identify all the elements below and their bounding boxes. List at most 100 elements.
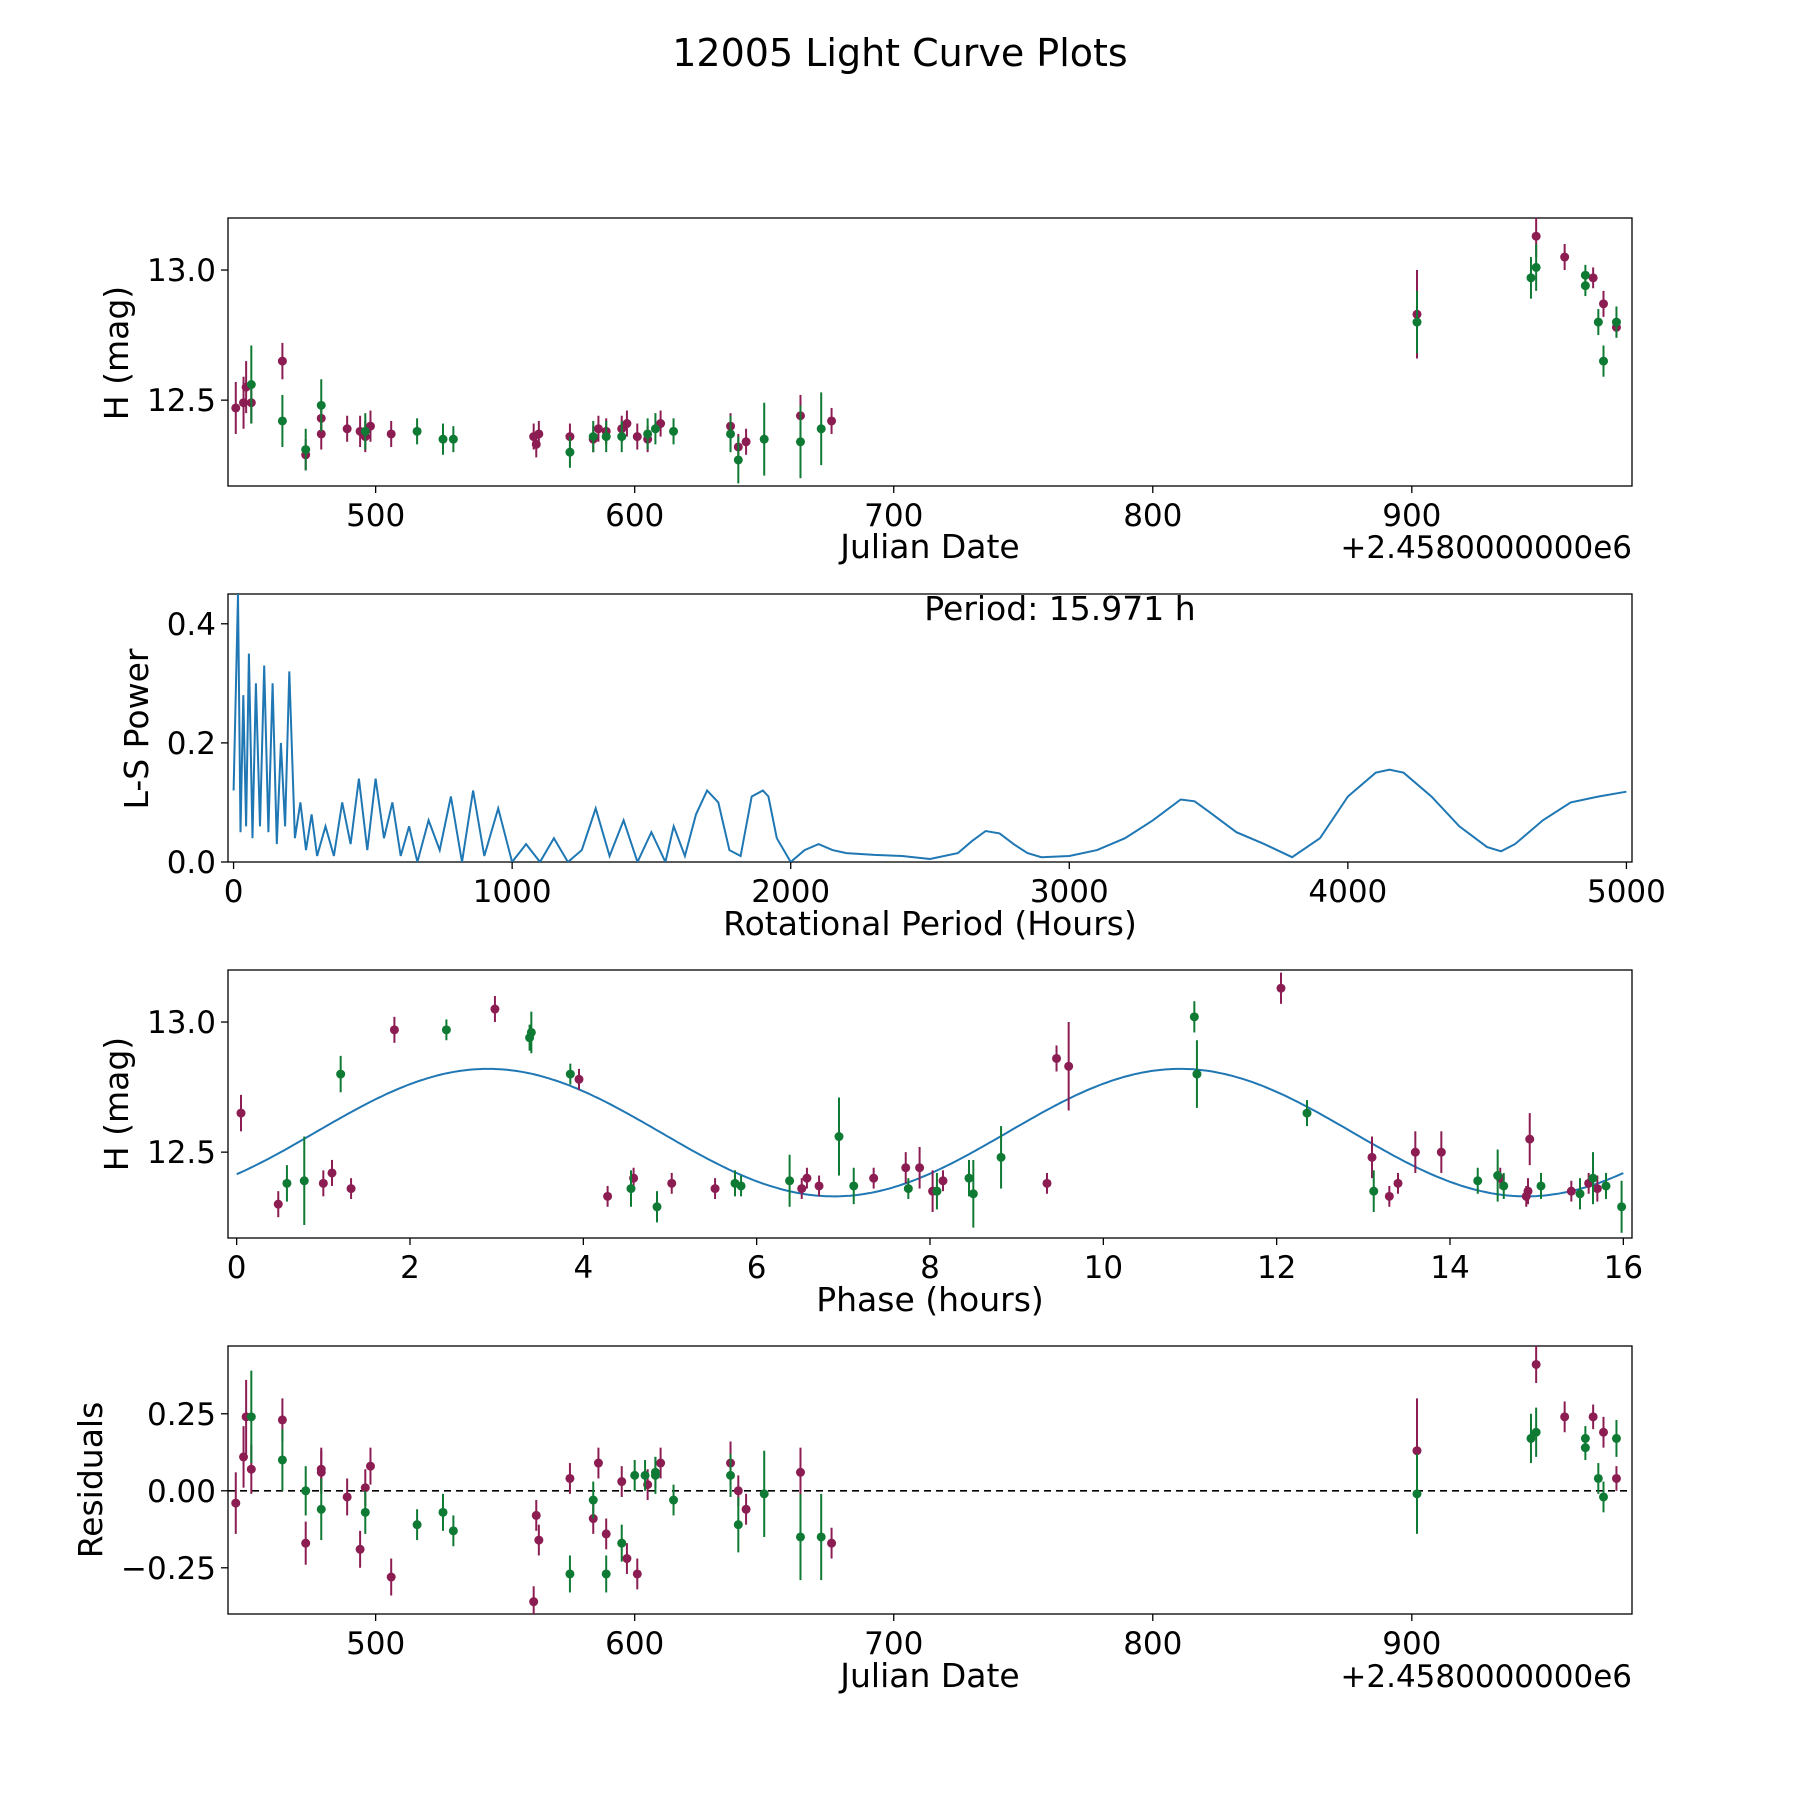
residuals-filter_b-point — [360, 1507, 370, 1517]
residuals-filter_a-point — [1412, 1446, 1422, 1456]
residuals-filter_a-point — [246, 1464, 256, 1474]
residuals-filter_b-point — [650, 1470, 660, 1480]
periodogram-xtick-label: 5000 — [1587, 874, 1666, 910]
lightcurve-data-points — [231, 218, 1621, 484]
residuals-filter_b-point — [588, 1495, 598, 1505]
phased-filter_b-point — [849, 1181, 859, 1191]
residuals-filter_a-point — [386, 1572, 396, 1582]
residuals-filter_a-point — [531, 1510, 541, 1520]
lightcurve-filter_b-point — [1412, 317, 1422, 327]
residuals-filter_a-point — [601, 1529, 611, 1539]
residuals-ytick-label: 0.00 — [147, 1474, 216, 1510]
residuals-filter_b-point — [1531, 1427, 1541, 1437]
lightcurve-filter_a-point — [1588, 273, 1598, 283]
periodogram-xtick-label: 1000 — [473, 874, 552, 910]
lightcurve-xtick-label: 900 — [1382, 498, 1441, 534]
phased-xtick-label: 10 — [1084, 1250, 1123, 1286]
phased-filter_a-point — [1566, 1186, 1576, 1196]
lightcurve-filter_b-point — [759, 434, 769, 444]
residuals-filter_b-point — [1599, 1492, 1609, 1502]
residuals-filter_a-point — [1531, 1359, 1541, 1369]
residuals-filter_b-point — [759, 1489, 769, 1499]
residuals-filter_b-point — [246, 1412, 256, 1422]
phased-ylabel: H (mag) — [97, 1037, 136, 1171]
figure-title: 12005 Light Curve Plots — [672, 31, 1127, 75]
phased-filter_b-point — [834, 1132, 844, 1142]
phased-filter_a-point — [1384, 1191, 1394, 1201]
residuals-filter_a-point — [342, 1492, 352, 1502]
phased-filter_a-point — [710, 1184, 720, 1194]
phased-filter_a-point — [938, 1176, 948, 1186]
phased-filter_a-point — [1592, 1184, 1602, 1194]
lightcurve-filter_b-point — [1526, 273, 1536, 283]
phased-xtick-label: 12 — [1257, 1250, 1296, 1286]
lightcurve-panel: Julian Date H (mag) +2.4580000000e6 500 6… — [97, 217, 1633, 566]
phased-filter_a-point — [603, 1191, 613, 1201]
lightcurve-filter_b-point — [726, 429, 736, 439]
phased-filter_a-point — [346, 1184, 356, 1194]
phased-filter_b-point — [299, 1176, 309, 1186]
lightcurve-offset-label: +2.4580000000e6 — [1340, 530, 1632, 566]
lightcurve-filter_b-point — [565, 447, 575, 457]
lightcurve-filter_b-point — [412, 426, 422, 436]
lightcurve-filter_b-point — [438, 434, 448, 444]
residuals-xtick-label: 600 — [605, 1626, 664, 1662]
residuals-filter_b-point — [448, 1526, 458, 1536]
phased-filter_b-point — [1575, 1189, 1585, 1199]
residuals-filter_b-point — [1611, 1433, 1621, 1443]
lightcurve-filter_a-point — [386, 429, 396, 439]
residuals-filter_a-point — [1588, 1412, 1598, 1422]
residuals-filter_b-point — [630, 1470, 640, 1480]
phased-filter_b-point — [1369, 1186, 1379, 1196]
residuals-frame — [227, 1345, 1633, 1615]
lightcurve-xtick-label: 600 — [605, 498, 664, 534]
residuals-filter_a-point — [656, 1458, 666, 1468]
residuals-filter_b-point — [301, 1486, 311, 1496]
lightcurve-filter_b-point — [277, 416, 287, 426]
phased-xtick-label: 2 — [400, 1250, 420, 1286]
residuals-filter_b-point — [316, 1504, 326, 1514]
lightcurve-filter_b-point — [360, 426, 370, 436]
phased-xtick-label: 0 — [227, 1250, 247, 1286]
lightcurve-filter_b-point — [669, 426, 679, 436]
residuals-filter_b-point — [816, 1532, 826, 1542]
lightcurve-filter_a-point — [632, 432, 642, 442]
residuals-filter_a-point — [231, 1498, 241, 1508]
residuals-filter_b-point — [669, 1495, 679, 1505]
phased-filter_a-point — [901, 1163, 911, 1173]
phased-filter_b-point — [932, 1186, 942, 1196]
lightcurve-filter_a-point — [827, 416, 837, 426]
phased-filter_b-point — [565, 1069, 575, 1079]
residuals-filter_a-point — [622, 1554, 632, 1564]
phased-filter_a-point — [490, 1004, 500, 1014]
lightcurve-xlabel: Julian Date — [838, 527, 1020, 566]
residuals-filter_b-point — [277, 1455, 287, 1465]
phased-filter_b-point — [968, 1189, 978, 1199]
phased-filter_a-point — [1523, 1186, 1533, 1196]
phased-filter_b-point — [996, 1152, 1006, 1162]
phased-filter_a-point — [869, 1173, 879, 1183]
lightcurve-xtick-label: 700 — [864, 498, 923, 534]
lightcurve-ytick-label: 12.5 — [147, 383, 216, 419]
phased-filter_a-point — [797, 1184, 807, 1194]
residuals-filter_b-point — [565, 1569, 575, 1579]
residuals-filter_b-point — [726, 1470, 736, 1480]
phased-filter_a-point — [1064, 1061, 1074, 1071]
residuals-filter_b-point — [795, 1532, 805, 1542]
phased-ytick-label: 13.0 — [147, 1005, 216, 1041]
residuals-xtick-label: 500 — [346, 1626, 405, 1662]
phased-filter_b-point — [1617, 1202, 1627, 1212]
residuals-filter_a-point — [617, 1477, 627, 1487]
phased-xtick-label: 14 — [1430, 1250, 1469, 1286]
residuals-filter_a-point — [277, 1415, 287, 1425]
residuals-filter_a-point — [534, 1535, 544, 1545]
lightcurve-filter_a-point — [1560, 252, 1570, 262]
phased-frame — [227, 969, 1633, 1239]
phased-xtick-label: 4 — [573, 1250, 593, 1286]
phased-filter_a-point — [1367, 1152, 1377, 1162]
lightcurve-filter_a-point — [342, 424, 352, 434]
lightcurve-xtick-label: 800 — [1123, 498, 1182, 534]
residuals-filter_b-point — [1526, 1433, 1536, 1443]
residuals-filter_a-point — [239, 1452, 249, 1462]
